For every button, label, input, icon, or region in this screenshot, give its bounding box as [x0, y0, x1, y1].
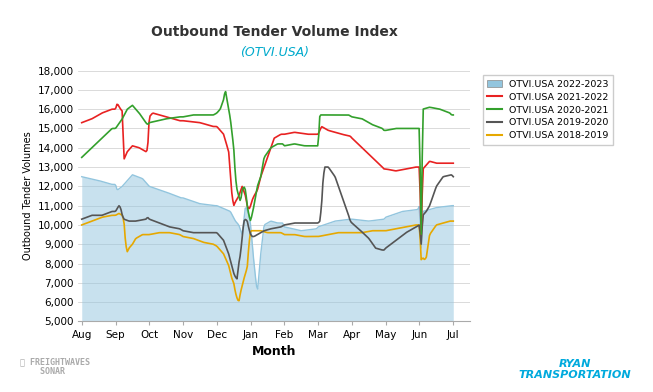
Y-axis label: Outbound Tender Volumes: Outbound Tender Volumes	[24, 132, 33, 260]
Legend: OTVI.USA 2022-2023, OTVI.USA 2021-2022, OTVI.USA 2020-2021, OTVI.USA 2019-2020, : OTVI.USA 2022-2023, OTVI.USA 2021-2022, …	[483, 75, 613, 145]
Text: (OTVI.USA): (OTVI.USA)	[240, 46, 309, 59]
Text: ☰ FREIGHTWAVES
    SONAR: ☰ FREIGHTWAVES SONAR	[20, 357, 89, 376]
X-axis label: Month: Month	[252, 345, 296, 358]
Text: RYAN
TRANSPORTATION: RYAN TRANSPORTATION	[518, 359, 631, 380]
Text: Outbound Tender Volume Index: Outbound Tender Volume Index	[151, 25, 398, 39]
